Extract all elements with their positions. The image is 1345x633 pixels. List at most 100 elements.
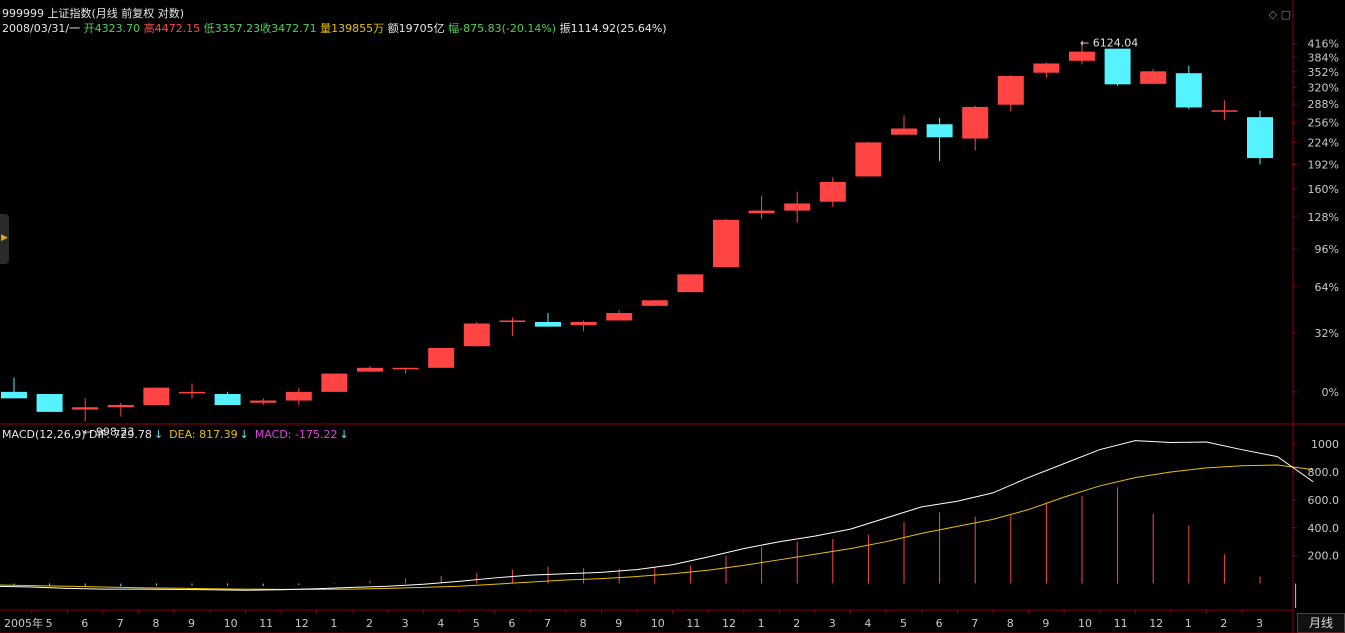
macd-tick-label: 200.0: [1308, 550, 1340, 563]
amt-label: 额: [387, 22, 399, 35]
time-tick-label: 10: [1078, 617, 1092, 630]
chart-mode: (月线 前复权 对数): [91, 7, 185, 20]
time-tick-label: 6: [508, 617, 515, 630]
chart-title: 999999 上证指数(月线 前复权 对数): [2, 7, 184, 20]
candle-body: [1247, 117, 1273, 159]
amp-value: 1114.92(25.64%): [570, 22, 667, 35]
candle-body: [357, 367, 383, 372]
macd-value: MACD: -175.22: [254, 428, 338, 441]
time-tick-label: 3: [1256, 617, 1263, 630]
vol-value: 139855万: [331, 22, 385, 35]
candle-body: [641, 300, 668, 306]
time-tick-label: 10: [224, 617, 238, 630]
candle-body: [499, 320, 526, 322]
time-tick-label: 9: [1042, 617, 1049, 630]
price-tick-label: 128%: [1308, 211, 1339, 224]
candle-body: [606, 313, 633, 321]
time-tick-label: 7: [544, 617, 551, 630]
price-tick-label: 352%: [1308, 66, 1339, 79]
candle-body: [179, 391, 205, 394]
price-tick-label: 224%: [1308, 136, 1339, 149]
price-tick-label: 64%: [1315, 281, 1339, 294]
price-tick-label: 192%: [1308, 158, 1339, 171]
stock-code: 999999: [2, 7, 44, 20]
candle-body: [926, 124, 953, 138]
low-label: 低: [203, 22, 215, 35]
candle-body: [535, 321, 561, 327]
time-tick-label: 10: [651, 617, 665, 630]
price-tick-label: 160%: [1308, 183, 1339, 196]
time-tick-label: 9: [615, 617, 622, 630]
candle-body: [250, 400, 277, 403]
macd-down-arrow-icon: ↓: [339, 428, 349, 441]
candle-body: [1211, 110, 1238, 112]
dea-value: DEA: 817.39: [169, 428, 238, 441]
chg-value: -875.83(-20.14%): [459, 22, 557, 35]
time-tick-label: 5: [46, 617, 53, 630]
time-tick-label: 1: [330, 617, 337, 630]
time-tick-label: 12: [722, 617, 736, 630]
high-annotation: ← 6124.04: [1080, 36, 1138, 49]
time-tick-label: 7: [971, 617, 978, 630]
time-tick-label: 8: [152, 617, 159, 630]
panel-window-icons[interactable]: ◇ ▢: [1268, 8, 1291, 21]
macd-header: MACD(12,26,9) DIF: 729.78 ↓ DEA: 817.39 ↓ MA…: [2, 428, 355, 441]
macd-indicator-name[interactable]: MACD(12,26,9): [2, 428, 86, 441]
expand-panel-handle[interactable]: ▶: [0, 214, 9, 264]
quote-date: 2008/03/31/一: [2, 22, 81, 35]
time-tick-label: 3: [402, 617, 409, 630]
time-tick-label: 11: [259, 617, 273, 630]
price-tick-label: 96%: [1315, 243, 1339, 256]
time-tick-label: 7: [117, 617, 124, 630]
chg-label: 幅: [448, 22, 460, 35]
candle-body: [214, 394, 241, 406]
time-tick-label: 2005年: [4, 616, 43, 630]
macd-tick-label: 1000: [1311, 438, 1339, 451]
candle-body: [1175, 73, 1202, 108]
candle-body: [1, 391, 27, 399]
time-tick-label: 6: [81, 617, 88, 630]
dea-down-arrow-icon: ↓: [239, 428, 249, 441]
quote-line: 2008/03/31/一 开4323.70 高4472.15 低3357.23收…: [2, 22, 667, 35]
price-tick-label: 384%: [1308, 51, 1339, 64]
candle-body: [570, 321, 597, 326]
low-annotation: ← 998.23: [83, 425, 134, 438]
candle-body: [1104, 48, 1131, 85]
candle-body: [1140, 71, 1167, 84]
price-tick-label: 320%: [1308, 81, 1339, 94]
time-tick-label: 1: [1185, 617, 1192, 630]
time-tick-label: 9: [188, 617, 195, 630]
price-tick-label: 288%: [1308, 98, 1339, 111]
time-tick-label: 8: [580, 617, 587, 630]
time-tick-label: 6: [936, 617, 943, 630]
time-tick-label: 3: [829, 617, 836, 630]
candle-body: [428, 347, 455, 368]
time-tick-label: 4: [437, 617, 444, 630]
time-tick-label: 11: [1114, 617, 1128, 630]
candle-body: [855, 142, 882, 177]
candle-body: [819, 181, 846, 202]
candle-body: [463, 323, 490, 347]
high-label: 高: [143, 22, 155, 35]
dif-value: DIF: 729.78: [89, 428, 152, 441]
stock-name: 上证指数: [47, 7, 92, 20]
time-tick-label: 8: [1007, 617, 1014, 630]
time-tick-label: 2: [366, 617, 373, 630]
close-value: 3472.71: [271, 22, 317, 35]
time-tick-label: 2: [1220, 617, 1227, 630]
candle-body: [997, 76, 1024, 105]
macd-tick-label: 800.0: [1308, 466, 1340, 479]
price-tick-label: 256%: [1308, 116, 1339, 129]
high-value: 4472.15: [154, 22, 201, 35]
macd-tick-label: 400.0: [1308, 522, 1340, 535]
time-tick-label: 4: [864, 617, 871, 630]
time-tick-label: 2: [793, 617, 800, 630]
candle-body: [72, 407, 99, 410]
price-tick-label: 0%: [1322, 386, 1339, 399]
vol-label: 量: [320, 22, 332, 35]
open-value: 4323.70: [94, 22, 141, 35]
candle-body: [285, 391, 312, 401]
close-label: 收: [260, 22, 272, 35]
candle-body: [143, 387, 170, 406]
